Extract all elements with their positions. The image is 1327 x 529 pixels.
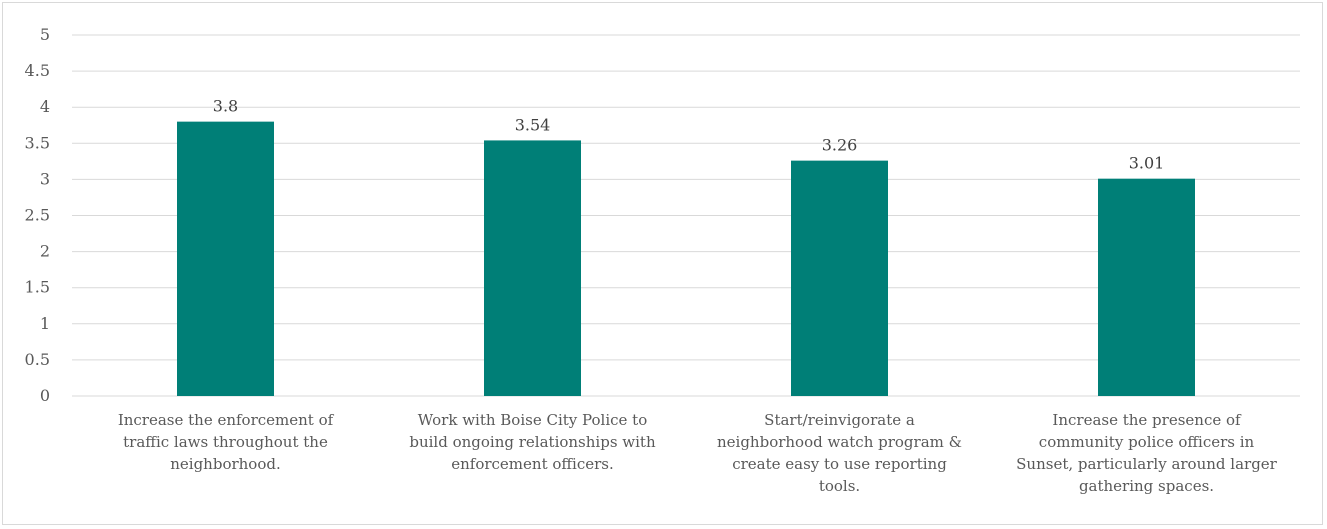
y-axis-ticks: 0 0.5 1 1.5 2 2.5 3 3.5 4 4.5 5 bbox=[25, 25, 50, 405]
data-label: 3.26 bbox=[822, 136, 858, 155]
category-label: Increase the presence of community police… bbox=[1016, 411, 1278, 495]
data-label: 3.54 bbox=[515, 115, 551, 134]
y-tick-label: 4 bbox=[40, 97, 50, 116]
bar bbox=[1098, 178, 1195, 396]
category-label-line: Work with Boise City Police to bbox=[418, 411, 648, 429]
category-label-line: neighborhood. bbox=[170, 455, 281, 473]
category-labels: Increase the enforcement of traffic laws … bbox=[118, 411, 1278, 495]
category-label-line: Increase the enforcement of bbox=[118, 411, 335, 429]
category-label-line: Increase the presence of bbox=[1052, 411, 1242, 429]
y-tick-label: 2 bbox=[40, 242, 50, 261]
data-label: 3.01 bbox=[1129, 154, 1165, 173]
bar bbox=[791, 160, 888, 396]
category-label: Increase the enforcement of traffic laws … bbox=[118, 411, 335, 473]
data-labels: 3.8 3.54 3.26 3.01 bbox=[213, 97, 1165, 173]
category-label-line: build ongoing relationships with bbox=[409, 433, 656, 451]
category-label-line: tools. bbox=[819, 477, 860, 495]
category-label-line: gathering spaces. bbox=[1079, 477, 1214, 495]
category-label-line: create easy to use reporting bbox=[732, 455, 947, 473]
y-tick-label: 1 bbox=[40, 314, 50, 333]
y-tick-label: 3.5 bbox=[25, 133, 50, 152]
category-label-line: enforcement officers. bbox=[451, 455, 614, 473]
y-tick-label: 0 bbox=[40, 386, 50, 405]
bar bbox=[484, 140, 581, 396]
y-tick-label: 2.5 bbox=[25, 206, 50, 225]
y-tick-label: 0.5 bbox=[25, 350, 50, 369]
bar bbox=[177, 121, 274, 396]
category-label-line: community police officers in bbox=[1039, 433, 1255, 451]
category-label: Start/reinvigorate a neighborhood watch p… bbox=[717, 411, 962, 495]
y-tick-label: 5 bbox=[40, 25, 50, 44]
bars bbox=[177, 121, 1195, 396]
data-label: 3.8 bbox=[213, 97, 238, 116]
category-label-line: neighborhood watch program & bbox=[717, 433, 962, 451]
y-tick-label: 4.5 bbox=[25, 61, 50, 80]
y-tick-label: 1.5 bbox=[25, 278, 50, 297]
category-label: Work with Boise City Police to build ongo… bbox=[409, 411, 656, 473]
category-label-line: Sunset, particularly around larger bbox=[1016, 455, 1278, 473]
category-label-line: Start/reinvigorate a bbox=[764, 411, 915, 429]
category-label-line: traffic laws throughout the bbox=[123, 433, 328, 451]
y-tick-label: 3 bbox=[40, 169, 50, 188]
gridlines bbox=[72, 34, 1300, 397]
